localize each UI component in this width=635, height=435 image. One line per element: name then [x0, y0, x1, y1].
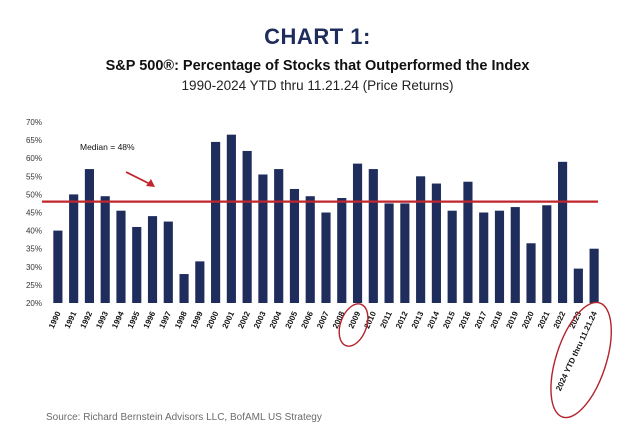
bar-1993	[100, 196, 110, 303]
bar-2014	[431, 183, 441, 303]
bar-2016	[463, 181, 473, 303]
x-tick-label: 2018	[489, 310, 505, 330]
x-tick-label: 2016	[457, 310, 473, 330]
x-tick-label: 1996	[142, 310, 158, 330]
bar-2009	[352, 163, 363, 303]
x-tick-label: 2013	[410, 310, 426, 330]
bar-2015	[447, 210, 457, 303]
y-tick-label: 30%	[26, 263, 42, 272]
bar-2007	[321, 212, 331, 303]
y-tick-label: 60%	[26, 154, 42, 163]
x-tick-label: 2009	[347, 310, 363, 330]
bar-2004	[274, 169, 284, 303]
x-tick-label: 2014	[426, 310, 442, 330]
x-tick-label: 2020	[520, 310, 536, 330]
bar-2010	[368, 169, 378, 303]
x-tick-label: 2000	[205, 310, 221, 330]
bar-2013	[416, 176, 426, 303]
bar-2017	[479, 212, 489, 303]
x-tick-label: 2022	[552, 310, 568, 330]
bar-2003	[258, 174, 268, 303]
x-tick-label: 1998	[173, 310, 189, 330]
x-tick-label: 2004	[268, 310, 284, 330]
y-tick-label: 25%	[26, 281, 42, 290]
bar-1994	[116, 210, 126, 303]
y-tick-label: 65%	[26, 136, 42, 145]
highlight-ellipse-2009	[338, 303, 369, 347]
bar-2022	[557, 161, 568, 303]
x-tick-label: 2011	[378, 310, 394, 330]
y-tick-label: 20%	[26, 299, 42, 308]
bar-2012	[400, 203, 410, 303]
source-note: Source: Richard Bernstein Advisors LLC, …	[46, 412, 322, 423]
bar-2006	[305, 196, 315, 303]
x-tick-label: 1990	[47, 310, 63, 330]
median-label: Median = 48%	[80, 142, 135, 152]
y-tick-label: 40%	[26, 227, 42, 236]
x-tick-label: 1999	[189, 310, 205, 330]
x-tick-label: 1997	[157, 310, 173, 330]
bar-2005	[289, 188, 300, 303]
bar-1990	[53, 230, 63, 303]
x-tick-label: 2002	[236, 310, 252, 330]
x-tick-label: 2010	[362, 310, 378, 330]
x-tick-label: 1993	[94, 310, 110, 330]
y-tick-label: 70%	[26, 118, 42, 127]
bar-1991	[69, 194, 79, 303]
bar-2024	[589, 248, 599, 303]
bar-2002	[242, 150, 252, 303]
x-tick-label: 1991	[63, 310, 79, 330]
bar-2018	[494, 210, 505, 303]
y-tick-label: 55%	[26, 172, 42, 181]
x-tick-label: 2001	[221, 310, 237, 330]
y-tick-label: 35%	[26, 245, 42, 254]
bar-1996	[147, 216, 158, 303]
x-tick-label: 2005	[284, 310, 300, 330]
bar-1997	[163, 221, 173, 303]
bar-2001	[226, 134, 236, 303]
bar-1995	[132, 226, 142, 303]
chart-title: S&P 500®: Percentage of Stocks that Outp…	[105, 58, 530, 74]
x-tick-label: 1994	[110, 310, 126, 330]
bar-1992	[84, 169, 95, 303]
x-tick-label: 2007	[315, 310, 331, 330]
x-tick-label: 2021	[536, 310, 552, 330]
x-tick-label: 1992	[79, 310, 95, 330]
y-tick-label: 50%	[26, 190, 42, 199]
median-arrow-head	[146, 179, 155, 187]
x-tick-label: 2015	[441, 310, 457, 330]
bar-1999	[195, 261, 205, 303]
x-tick-label: 2019	[504, 310, 520, 330]
bar-1998	[179, 274, 189, 303]
highlight-ellipse-2024	[550, 301, 612, 419]
x-tick-label: 2023	[567, 310, 583, 330]
bar-2000	[211, 141, 221, 303]
median-arrow-shaft	[125, 171, 151, 185]
bar-2008	[337, 198, 347, 303]
chart-heading: CHART 1:	[264, 24, 371, 49]
x-tick-label: 1995	[126, 310, 142, 330]
x-tick-label: 2006	[299, 310, 315, 330]
y-tick-label: 45%	[26, 209, 42, 218]
bar-2020	[526, 243, 536, 303]
bar-2021	[542, 205, 552, 303]
x-tick-label: 2012	[394, 310, 410, 330]
chart-subtitle: 1990-2024 YTD thru 11.21.24 (Price Retur…	[181, 78, 454, 93]
bar-2023	[573, 268, 583, 303]
bar-2011	[384, 203, 394, 303]
x-tick-label: 2017	[473, 310, 489, 330]
bar-2019	[510, 207, 520, 303]
x-tick-label: 2003	[252, 310, 268, 330]
x-tick-label: 2008	[331, 310, 347, 330]
